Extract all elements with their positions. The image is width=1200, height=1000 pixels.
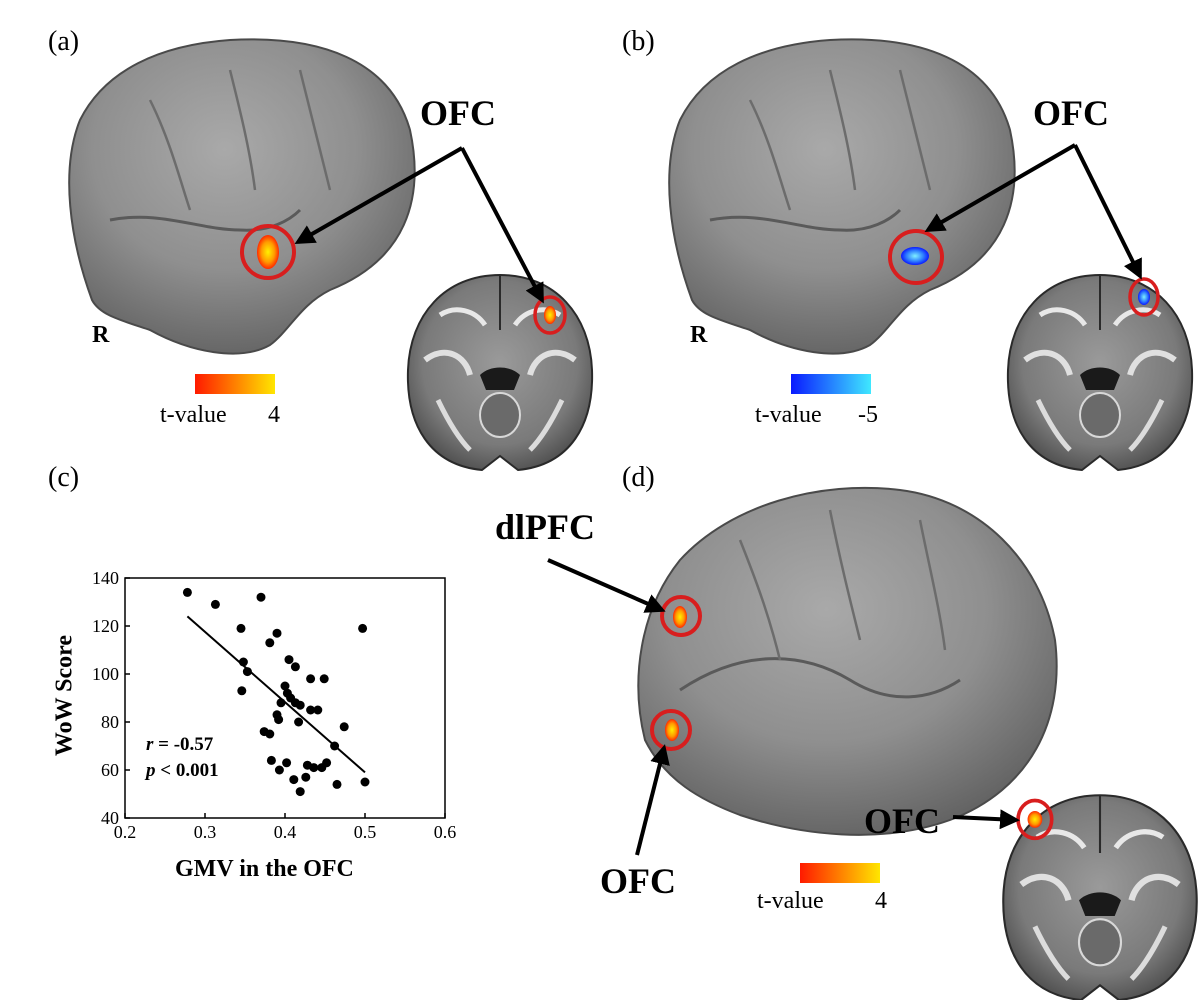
- x-tick-label: 0.5: [354, 822, 377, 842]
- scatter-point: [274, 765, 284, 775]
- y-tick-label: 60: [101, 760, 119, 780]
- y-tick-label: 80: [101, 712, 119, 732]
- scatter-point: [306, 705, 316, 715]
- scatter-point: [295, 700, 305, 710]
- panel-a-activation-blob: [257, 235, 279, 269]
- panel-b-colorbar: [791, 374, 871, 394]
- y-tick-label: 40: [101, 808, 119, 828]
- panel-b-highlight-circle: [888, 229, 944, 285]
- y-tick-label: 100: [92, 664, 119, 684]
- panel-a-label: (a): [48, 26, 80, 57]
- chart-stat-p: p < 0.001: [146, 760, 219, 781]
- panel-b-activation-blob: [901, 247, 929, 265]
- scatter-point: [295, 787, 305, 797]
- scatter-point: [265, 729, 275, 739]
- panel-a-colorbar: [195, 374, 275, 394]
- panel-d-region-top-label: dlPFC: [495, 507, 596, 547]
- chart-x-axis-title: GMV in the OFC: [175, 856, 354, 882]
- y-tick-label: 120: [92, 616, 119, 636]
- scatter-point: [256, 592, 266, 602]
- panel-d-label: (d): [622, 462, 655, 493]
- x-tick-label: 0.4: [274, 822, 297, 842]
- scatter-point: [242, 667, 252, 677]
- panel-b-region-label: OFC: [1033, 93, 1109, 133]
- panel-a-colorbar-title: t-value: [160, 402, 227, 428]
- scatter-point: [265, 638, 275, 648]
- scatter-point: [322, 758, 332, 768]
- scatter-point: [290, 662, 300, 672]
- fit-line: [186, 615, 366, 774]
- x-tick-label: 0.3: [194, 822, 217, 842]
- panel-b-colorbar-max: -5: [858, 402, 878, 428]
- scatter-point: [236, 623, 246, 633]
- panel-d-colorbar-max: 4: [875, 888, 887, 914]
- y-tick-label: 140: [92, 568, 119, 588]
- panel-c-label: (c): [48, 462, 80, 493]
- panel-d-axial-slice: [1003, 795, 1196, 1000]
- scatter-point: [306, 674, 316, 684]
- scatter-point: [294, 717, 304, 727]
- scatter-point: [282, 758, 292, 768]
- panel-d-region-bottom-label: OFC: [600, 861, 676, 901]
- panel-b-label: (b): [622, 26, 655, 57]
- panel-d-region-axial-label: OFC: [864, 801, 940, 841]
- panel-a-hemisphere-label: R: [92, 322, 110, 348]
- scatter-point: [358, 623, 368, 633]
- scatter-point: [284, 655, 294, 665]
- scatter-point: [301, 772, 311, 782]
- scatter-point: [210, 599, 220, 609]
- panel-a-axial-slice: [408, 275, 592, 470]
- panel-a-lateral-brain: [68, 38, 416, 355]
- panel-a-highlight-circle: [240, 224, 296, 280]
- panel-d-colorbar: [800, 863, 880, 883]
- panel-b-lateral-brain: [668, 38, 1016, 355]
- chart-y-axis-title: WoW Score: [51, 634, 78, 757]
- scatter-point: [182, 587, 192, 597]
- chart-stat-r: r = -0.57: [146, 734, 214, 755]
- x-tick-label: 0.6: [434, 822, 457, 842]
- panel-d-lateral-brain: [637, 486, 1058, 836]
- scatter-point: [280, 681, 290, 691]
- scatter-point: [360, 777, 370, 787]
- scatter-point: [276, 698, 286, 708]
- scatter-point: [309, 763, 319, 773]
- scatter-point: [330, 741, 340, 751]
- panel-b-colorbar-title: t-value: [755, 402, 822, 428]
- scatter-point: [289, 775, 299, 785]
- scatter-point: [237, 686, 247, 696]
- scatter-point: [339, 722, 349, 732]
- scatter-point: [238, 657, 248, 667]
- x-tick-label: 0.2: [114, 822, 137, 842]
- panel-a-colorbar-max: 4: [268, 402, 280, 428]
- scatter-point: [313, 705, 323, 715]
- scatter-point: [272, 628, 282, 638]
- chart-plot-area: [124, 577, 446, 819]
- scatter-chart: 0.2 0.3 0.4 0.5 0.6 40 60 80 100 120 140: [92, 568, 456, 842]
- panel-b-axial-slice: [1008, 275, 1192, 470]
- panel-b-hemisphere-label: R: [690, 322, 708, 348]
- scatter-point: [332, 779, 342, 789]
- panel-a-region-label: OFC: [420, 93, 496, 133]
- panel-d-colorbar-title: t-value: [757, 888, 824, 914]
- scatter-point: [272, 710, 282, 720]
- scatter-point: [266, 755, 276, 765]
- scatter-point: [319, 674, 329, 684]
